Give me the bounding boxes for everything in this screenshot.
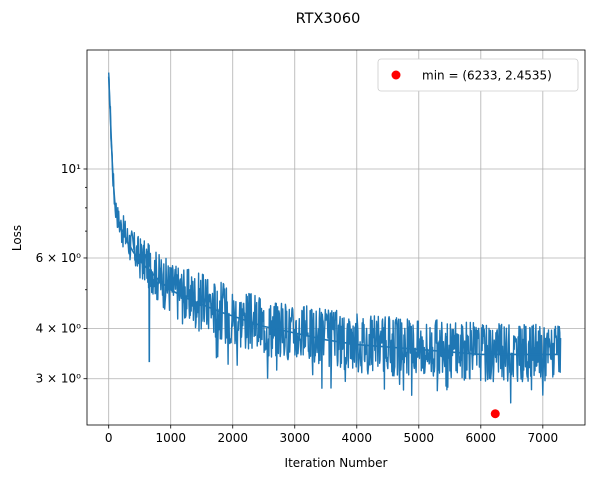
series-layer	[107, 72, 562, 419]
x-tick-label: 7000	[528, 431, 559, 445]
y-axis-label: Loss	[10, 225, 24, 251]
legend-min-label: min = (6233, 2.4535)	[422, 69, 552, 83]
y-tick-label: 6 × 10⁰	[36, 251, 82, 265]
min-point-marker	[490, 409, 500, 419]
x-tick-label: 3000	[279, 431, 310, 445]
x-tick-label: 0	[105, 431, 113, 445]
x-tick-label: 6000	[466, 431, 497, 445]
x-tick-label: 1000	[155, 431, 186, 445]
plot-frame	[86, 49, 586, 426]
loss-line-noisy	[108, 72, 562, 404]
x-axis-ticks: 0 1000 2000 3000 4000 5000 6000 7000	[105, 425, 558, 445]
x-tick-label: 4000	[342, 431, 373, 445]
x-tick-label: 2000	[217, 431, 248, 445]
legend-min-marker	[391, 70, 401, 80]
x-axis-label: Iteration Number	[285, 456, 388, 470]
y-tick-label: 4 × 10⁰	[36, 322, 82, 336]
y-tick-label: 10¹	[61, 162, 81, 176]
legend-box	[377, 58, 579, 92]
x-tick-label: 5000	[404, 431, 435, 445]
loss-line-trend	[107, 76, 561, 363]
y-axis-ticks: 3 × 10⁰ 4 × 10⁰ 6 × 10⁰ 10¹	[36, 162, 87, 386]
chart-title: RTX3060	[296, 11, 361, 27]
legend: min = (6233, 2.4535)	[377, 58, 579, 92]
y-tick-label: 3 × 10⁰	[36, 372, 82, 386]
